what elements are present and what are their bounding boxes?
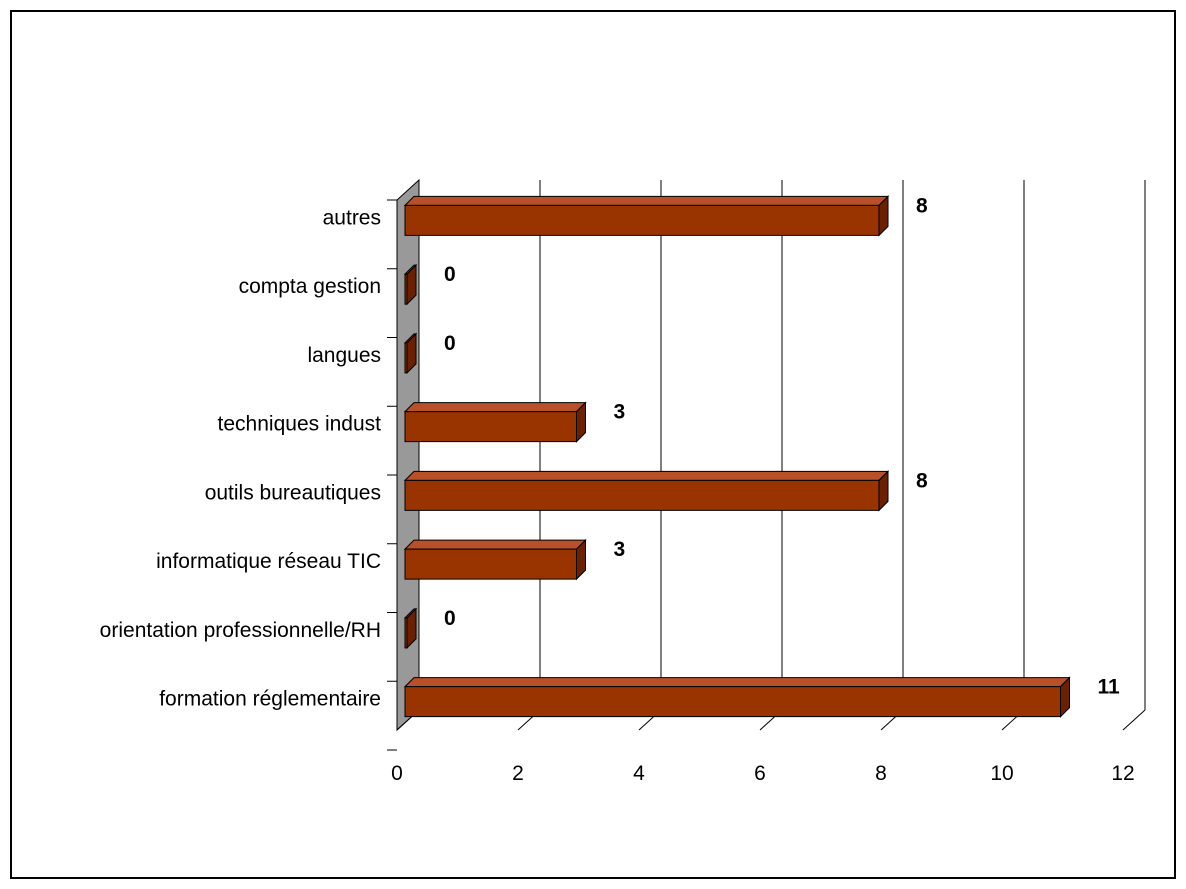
bar bbox=[403, 332, 418, 375]
bar-top-face bbox=[403, 677, 1071, 688]
category-label: autres bbox=[323, 206, 381, 229]
bar bbox=[403, 676, 1071, 718]
bar bbox=[403, 607, 418, 650]
x-tick-label: 12 bbox=[1111, 762, 1134, 785]
chart-frame: 0 2 4 6 8 10 12 formation réglementaire 11 orient… bbox=[10, 10, 1176, 879]
x-tick-label: 2 bbox=[512, 762, 524, 785]
category-label: orientation professionnelle/RH bbox=[100, 619, 381, 642]
bar-top-face bbox=[403, 195, 890, 206]
data-label: 8 bbox=[916, 194, 928, 217]
bar bbox=[403, 470, 890, 512]
x-tick-label: 4 bbox=[633, 762, 645, 785]
bar-side-face bbox=[576, 538, 586, 581]
bar-side-face bbox=[878, 470, 889, 512]
floor-gridline bbox=[1122, 709, 1146, 731]
bar-side-face bbox=[576, 401, 586, 443]
bar-top-face bbox=[403, 470, 890, 481]
bar bbox=[403, 263, 418, 306]
data-label: 11 bbox=[1098, 676, 1121, 699]
data-label: 0 bbox=[444, 332, 456, 355]
bar-front-face bbox=[404, 411, 577, 443]
data-label: 3 bbox=[614, 401, 626, 424]
bar bbox=[403, 538, 587, 581]
category-label: informatique réseau TIC bbox=[156, 550, 381, 573]
bar-top-face bbox=[403, 539, 587, 550]
category-label: compta gestion bbox=[239, 275, 381, 298]
bar-front-face bbox=[404, 479, 880, 511]
category-label: techniques indust bbox=[218, 413, 382, 436]
bar-side-face bbox=[406, 263, 417, 306]
data-label: 3 bbox=[614, 538, 626, 561]
bar-front-face bbox=[404, 548, 577, 580]
bar-front-face bbox=[404, 204, 880, 236]
x-tick-label: 6 bbox=[754, 762, 766, 785]
bar bbox=[403, 195, 890, 237]
category-label: outils bureautiques bbox=[205, 481, 381, 504]
bar-side-face bbox=[406, 332, 417, 375]
bar-side-face bbox=[878, 195, 889, 237]
x-tick-label: 0 bbox=[391, 762, 403, 785]
data-label: 0 bbox=[444, 607, 456, 630]
bar-top-face bbox=[403, 402, 587, 413]
category-label: langues bbox=[307, 344, 381, 367]
data-label: 0 bbox=[444, 263, 456, 286]
bar-front-face bbox=[404, 686, 1061, 718]
x-tick-label: 8 bbox=[875, 762, 887, 785]
bar-chart: 0 2 4 6 8 10 12 formation réglementaire 11 orient… bbox=[100, 178, 1146, 785]
category-label: formation réglementaire bbox=[159, 688, 381, 711]
bar-side-face bbox=[406, 607, 417, 650]
x-tick-label: 10 bbox=[990, 762, 1013, 785]
bar bbox=[403, 401, 587, 443]
bar-side-face bbox=[1060, 676, 1070, 718]
data-label: 8 bbox=[916, 469, 928, 492]
